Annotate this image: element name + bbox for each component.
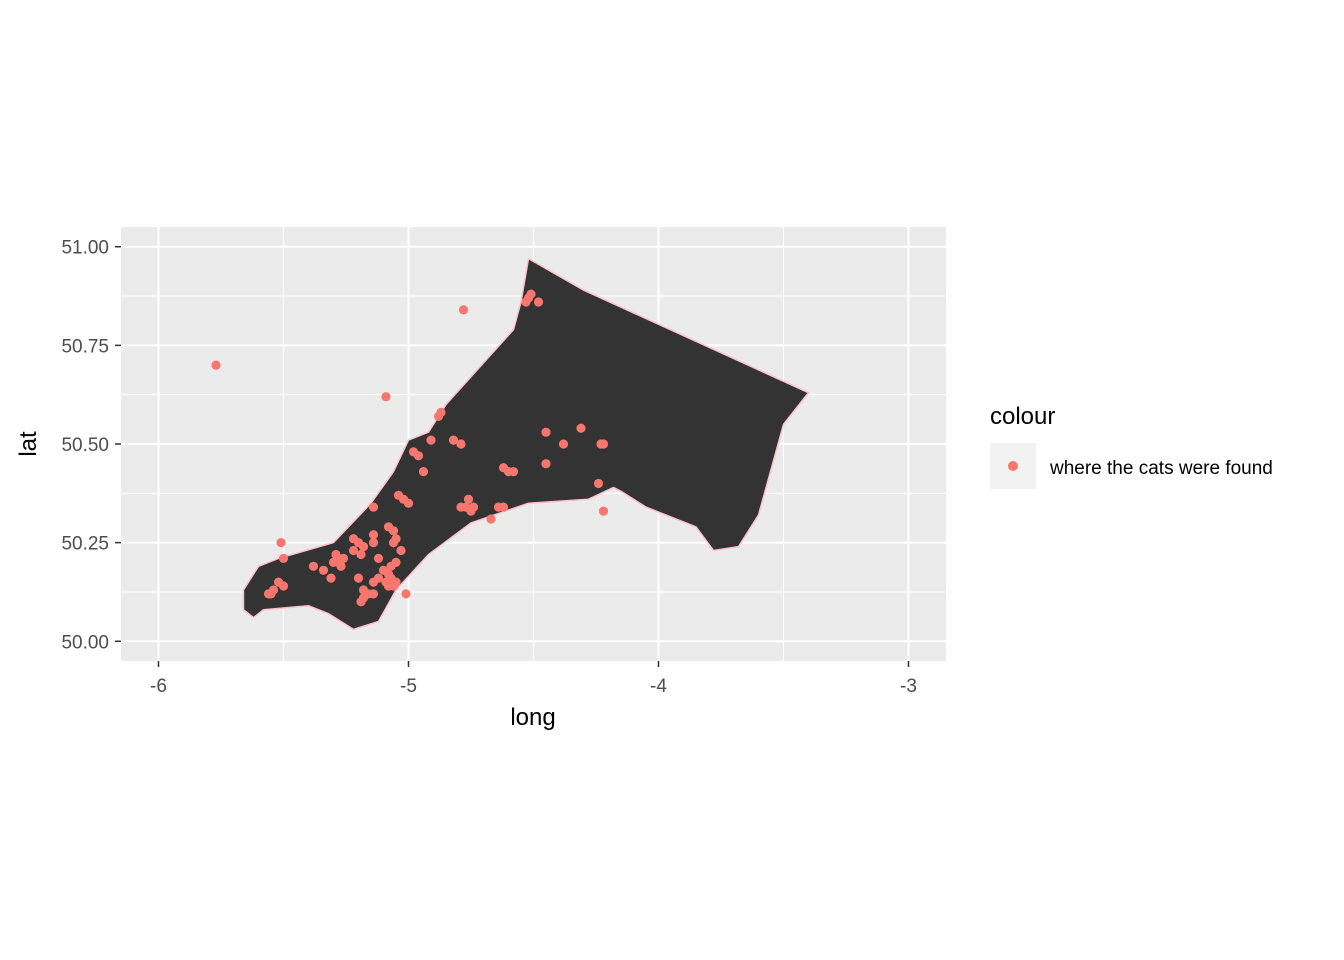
data-point — [413, 451, 424, 461]
data-point — [521, 297, 531, 307]
data-point — [418, 467, 429, 477]
data-point — [433, 411, 444, 421]
data-point — [276, 538, 286, 548]
data-point — [338, 553, 349, 564]
y-tick-label: 51.00 — [61, 238, 109, 259]
data-point — [388, 538, 399, 548]
x-tick-label: -6 — [150, 676, 167, 697]
data-point — [508, 467, 519, 477]
data-point — [368, 538, 379, 548]
data-point — [318, 565, 329, 575]
data-point — [353, 573, 364, 583]
y-tick-label: 50.50 — [61, 435, 109, 456]
y-tick-label: 50.00 — [61, 632, 109, 653]
data-point — [598, 506, 609, 516]
y-axis: 50.00 50.25 50.50 50.75 51.00 — [61, 238, 121, 653]
data-points-layer — [211, 289, 609, 607]
data-point — [368, 577, 379, 587]
data-point — [576, 423, 586, 433]
data-point — [466, 506, 476, 516]
x-axis: -6 -5 -4 -3 — [150, 661, 917, 697]
data-point — [326, 573, 336, 583]
data-point — [541, 459, 551, 469]
data-point — [368, 530, 379, 540]
data-point — [211, 360, 221, 370]
data-point — [388, 581, 399, 591]
data-point — [456, 502, 466, 512]
data-point — [526, 289, 536, 299]
data-point — [593, 478, 604, 489]
data-point — [533, 297, 544, 307]
data-point — [403, 498, 414, 508]
region-polygon-layer — [242, 257, 810, 631]
data-point — [541, 427, 551, 437]
data-point — [356, 549, 366, 560]
data-point — [308, 561, 319, 571]
data-point — [426, 435, 436, 445]
data-point — [458, 305, 469, 315]
data-point — [463, 494, 474, 504]
region-polygon — [242, 257, 810, 631]
data-point — [368, 502, 379, 512]
data-point — [278, 553, 289, 564]
data-point — [448, 435, 459, 445]
data-point — [356, 597, 366, 607]
data-point — [558, 439, 569, 449]
data-point — [456, 439, 466, 449]
y-tick-label: 50.75 — [61, 336, 109, 357]
data-point — [358, 542, 369, 552]
data-point — [278, 581, 289, 591]
data-point — [263, 589, 274, 599]
y-tick-label: 50.25 — [61, 534, 109, 555]
data-point — [388, 526, 399, 536]
data-point — [381, 392, 391, 402]
legend-entry-label: where the cats were found — [1049, 458, 1273, 479]
legend: colour where the cats were found — [990, 403, 1273, 489]
y-axis-title: lat — [15, 431, 42, 457]
data-point — [498, 502, 509, 512]
data-point — [336, 561, 346, 571]
data-point — [373, 553, 384, 564]
data-point — [328, 557, 339, 568]
x-tick-label: -4 — [650, 676, 667, 697]
legend-key-point — [1008, 461, 1018, 471]
legend-title: colour — [990, 403, 1055, 430]
data-point — [391, 557, 401, 568]
data-point — [401, 589, 411, 599]
data-point — [348, 545, 359, 556]
x-tick-label: -3 — [900, 676, 917, 697]
x-tick-label: -5 — [400, 676, 417, 697]
data-point — [396, 545, 406, 556]
data-point — [368, 589, 379, 599]
data-point — [486, 514, 496, 524]
x-axis-title: long — [510, 704, 555, 731]
data-point — [596, 439, 606, 449]
